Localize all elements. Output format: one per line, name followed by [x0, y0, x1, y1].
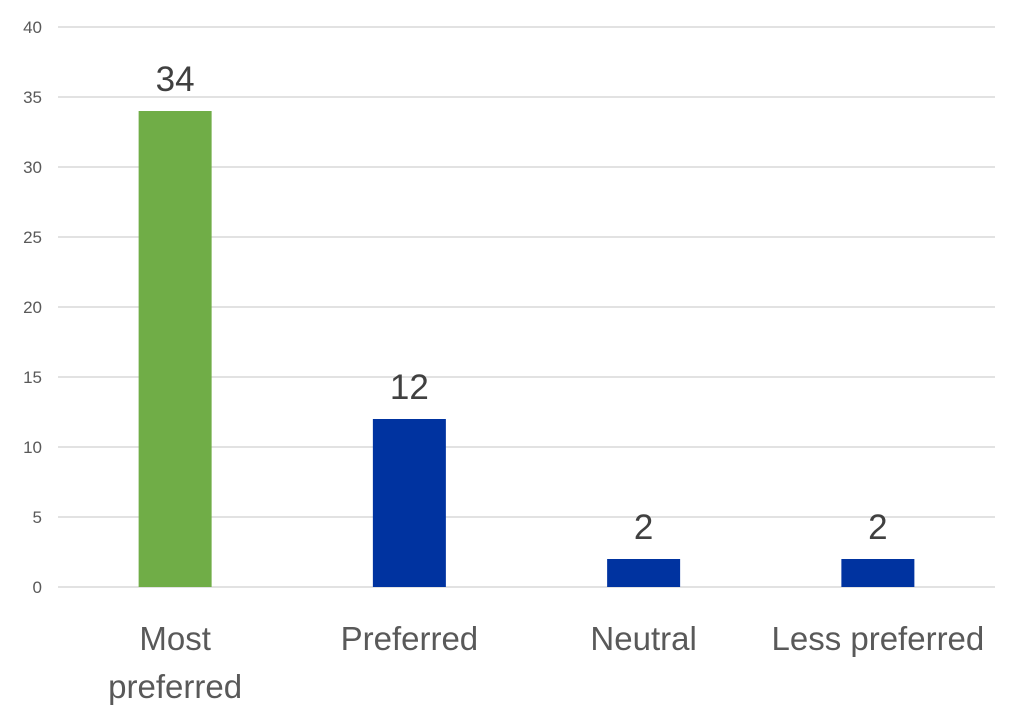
category-label: Less preferred	[771, 620, 984, 657]
category-label: Preferred	[341, 620, 479, 657]
data-label: 2	[634, 508, 653, 547]
y-tick-label: 40	[23, 18, 42, 37]
bar	[138, 111, 212, 587]
y-tick-label: 10	[23, 438, 42, 457]
x-axis-categories: Most preferred Preferred Neutral Less prefer…	[108, 620, 984, 705]
y-tick-label: 0	[33, 578, 42, 597]
y-tick-label: 25	[23, 228, 42, 247]
category-label: Most	[139, 620, 211, 657]
y-axis-ticks: 0 5 10 15 20 25 30 35 40	[23, 18, 42, 597]
bar	[372, 419, 446, 587]
category-label: preferred	[108, 668, 242, 705]
category-label: Neutral	[590, 620, 696, 657]
bar	[841, 559, 915, 587]
data-label: 12	[390, 368, 429, 407]
bar	[607, 559, 681, 587]
y-tick-label: 30	[23, 158, 42, 177]
y-tick-label: 5	[33, 508, 42, 527]
data-labels: 34 12 2 2	[156, 60, 888, 547]
data-label: 34	[156, 60, 195, 99]
gridlines	[58, 26, 995, 588]
y-tick-label: 15	[23, 368, 42, 387]
data-label: 2	[868, 508, 887, 547]
y-tick-label: 35	[23, 88, 42, 107]
y-tick-label: 20	[23, 298, 42, 317]
bars	[138, 111, 915, 587]
